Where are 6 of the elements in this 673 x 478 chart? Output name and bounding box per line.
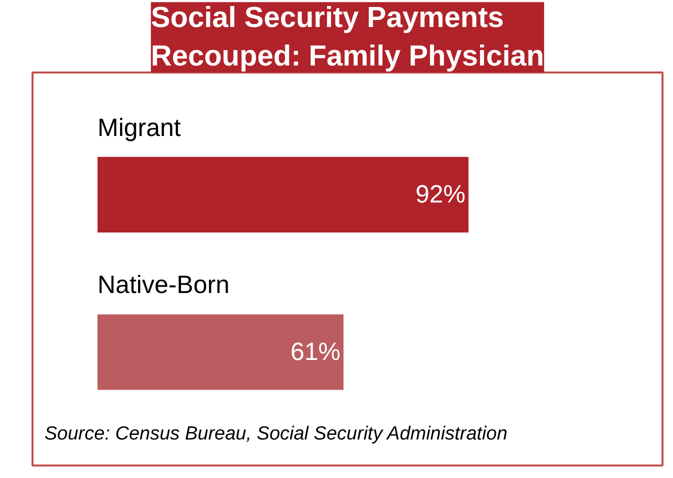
data-label: 61%	[290, 338, 340, 366]
y-tick-label: Native-Born	[98, 271, 230, 300]
chart-title: Social Security Payments Recouped: Family Physician	[150, 2, 544, 72]
source-note: Source: Census Bureau, Social Security Administration	[44, 424, 508, 445]
data-label: 92%	[415, 180, 466, 209]
y-tick-label: Migrant	[98, 114, 181, 142]
